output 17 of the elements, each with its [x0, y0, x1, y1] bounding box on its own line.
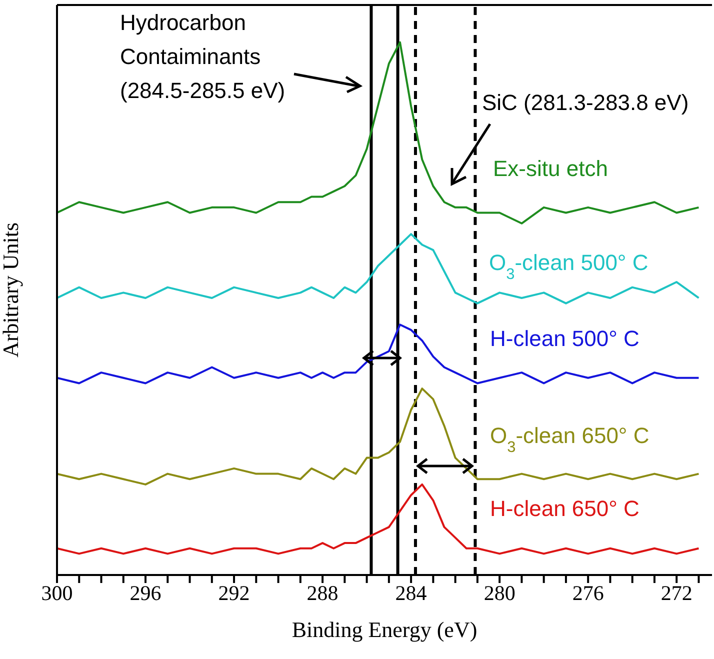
x-tick-label: 284: [395, 580, 428, 605]
annotation: SiC (281.3-283.8 eV): [482, 90, 689, 115]
x-tick-label: 296: [130, 580, 162, 605]
x-tick-label: 280: [484, 580, 516, 605]
annotation: Hydrocarbon Contaiminants (284.5-285.5 eV): [120, 10, 286, 103]
x-tick-label: 300: [41, 580, 73, 605]
series-label: O$_{3}$-clean 500° C: [489, 250, 648, 282]
series-label: H-clean 500° C: [490, 326, 640, 351]
x-tick-label: 292: [218, 580, 250, 605]
x-tick-label: 272: [660, 580, 692, 605]
x-axis-title: Binding Energy (eV): [292, 617, 478, 642]
series-label: H-clean 650° C: [490, 496, 640, 521]
y-axis-title: Arbitrary Units: [0, 222, 23, 358]
series-label: O$_{3}$-clean 650° C: [490, 423, 650, 456]
x-tick-label: 288: [306, 580, 338, 605]
x-tick-label: 276: [572, 580, 604, 605]
series-label: Ex-situ etch: [493, 156, 608, 181]
